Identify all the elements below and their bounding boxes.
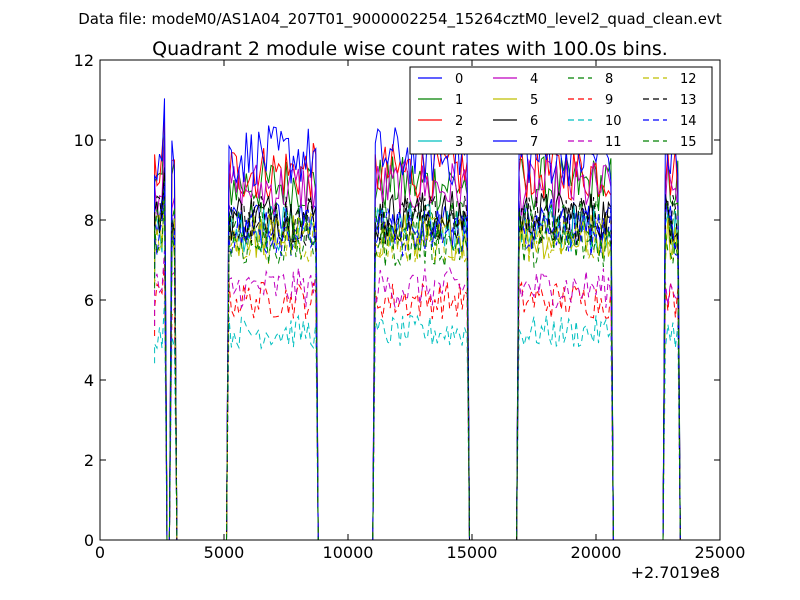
series-12-line <box>154 194 681 540</box>
series-7-line <box>154 98 681 540</box>
y-tick-label: 10 <box>74 131 94 150</box>
legend-label-0: 0 <box>455 72 463 87</box>
series-13-line <box>154 171 681 540</box>
legend-label-12: 12 <box>680 72 697 87</box>
legend-label-7: 7 <box>530 135 538 150</box>
x-tick-label: 20000 <box>571 543 622 562</box>
series-10-line <box>154 300 681 540</box>
legend-label-14: 14 <box>680 114 697 129</box>
y-tick-label: 8 <box>84 211 94 230</box>
y-tick-label: 2 <box>84 451 94 470</box>
chart-title: Quadrant 2 module wise count rates with … <box>152 38 668 60</box>
series-15-line <box>154 199 681 540</box>
series-8-line <box>154 176 681 540</box>
x-tick-label: 25000 <box>695 543 746 562</box>
legend-label-6: 6 <box>530 114 538 129</box>
series-9-line <box>154 263 681 540</box>
x-axis-offset-label: +2.7019e8 <box>631 563 720 582</box>
legend-label-15: 15 <box>680 135 697 150</box>
legend-label-4: 4 <box>530 72 538 87</box>
legend-label-8: 8 <box>605 72 613 87</box>
x-tick-label: 0 <box>95 543 105 562</box>
series-layer <box>154 98 681 540</box>
x-tick-label: 5000 <box>204 543 245 562</box>
legend-label-5: 5 <box>530 93 538 108</box>
legend-label-13: 13 <box>680 93 697 108</box>
legend-label-3: 3 <box>455 135 463 150</box>
y-tick-label: 4 <box>84 371 94 390</box>
chart-suptitle: Data file: modeM0/AS1A04_207T01_90000022… <box>78 10 722 29</box>
x-tick-label: 10000 <box>323 543 374 562</box>
legend-label-10: 10 <box>605 114 622 129</box>
y-tick-label: 0 <box>84 531 94 550</box>
series-14-line <box>154 185 681 540</box>
series-6-line <box>154 167 681 540</box>
legend-label-9: 9 <box>605 93 613 108</box>
y-tick-label: 12 <box>74 51 94 70</box>
legend-label-11: 11 <box>605 135 622 150</box>
legend-label-1: 1 <box>455 93 463 108</box>
legend-label-2: 2 <box>455 114 463 129</box>
legend-box <box>409 66 713 155</box>
series-11-line <box>154 250 681 540</box>
y-tick-label: 6 <box>84 291 94 310</box>
series-4-line <box>154 135 681 540</box>
x-tick-label: 15000 <box>447 543 498 562</box>
